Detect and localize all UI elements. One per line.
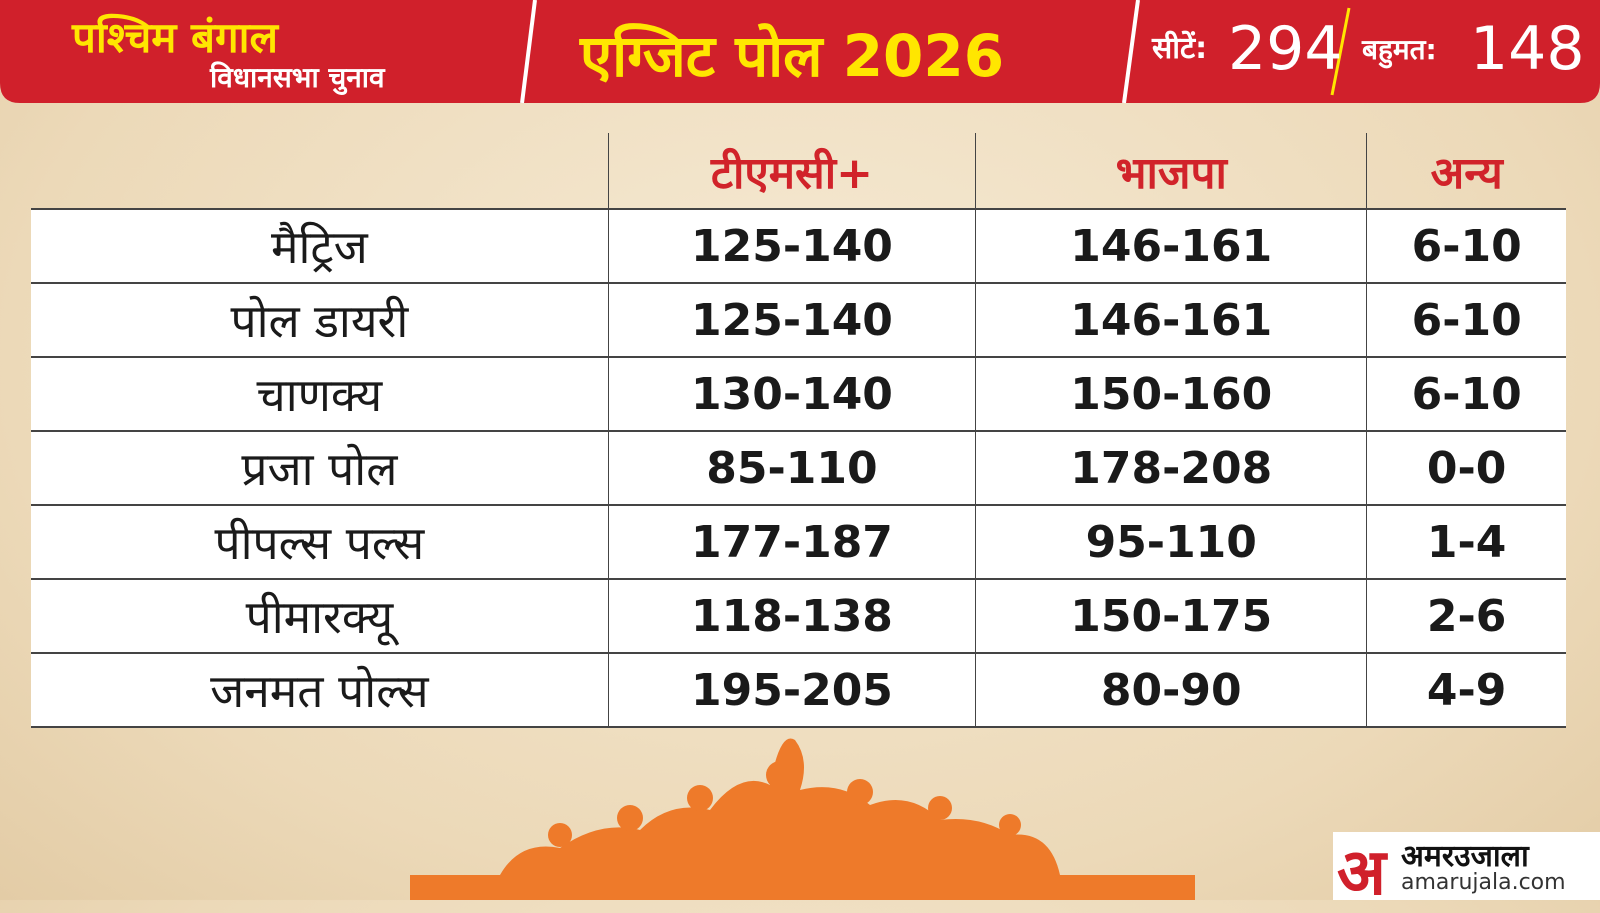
seat-range: 150-175	[975, 579, 1367, 654]
seat-range: 146-161	[975, 208, 1367, 284]
seat-range: 85-110	[607, 431, 976, 506]
brand-box: अ अमरउजाला amarujala.com	[1333, 832, 1600, 910]
title: एग्जिट पोल 2026	[580, 22, 1005, 90]
seat-range: 130-140	[607, 357, 976, 432]
seat-range: 118-138	[607, 579, 976, 654]
column-header: भाजपा	[975, 133, 1367, 209]
seat-range: 0-0	[1366, 431, 1566, 506]
brand-site: amarujala.com	[1401, 870, 1566, 895]
seat-range: 2-6	[1366, 579, 1566, 654]
seat-range: 1-4	[1366, 505, 1566, 580]
table-row: पीपल्स पल्स 177-187 95-110 1-4	[31, 505, 1566, 580]
seat-range: 95-110	[975, 505, 1367, 580]
majority-label: बहुमत:	[1362, 33, 1437, 66]
seat-range: 146-161	[975, 283, 1367, 358]
pollster-name: मैट्रिज	[31, 208, 609, 284]
table-row: चाणक्य 130-140 150-160 6-10	[31, 357, 1566, 432]
header-band	[0, 0, 1600, 103]
subtitle: विधानसभा चुनाव	[210, 61, 385, 94]
table-row: पीमारक्यू 118-138 150-175 2-6	[31, 579, 1566, 654]
seat-range: 6-10	[1366, 208, 1566, 284]
seat-range: 195-205	[607, 653, 976, 728]
seats-label: सीटें:	[1152, 31, 1208, 66]
table-row: जनमत पोल्स 195-205 80-90 4-9	[31, 653, 1566, 728]
brand-logo: अ	[1337, 836, 1386, 910]
pollster-name: पीपल्स पल्स	[31, 505, 609, 580]
pollster-name: पोल डायरी	[31, 283, 609, 358]
table-row: मैट्रिज 125-140 146-161 6-10	[31, 208, 1566, 284]
crowd-illustration	[410, 738, 1195, 900]
pollster-name: पीमारक्यू	[31, 579, 609, 654]
seats-value: 294	[1228, 14, 1343, 84]
seat-range: 125-140	[607, 208, 976, 284]
state-name: पश्चिम बंगाल	[72, 13, 278, 62]
seat-range: 125-140	[607, 283, 976, 358]
pollster-name: चाणक्य	[31, 357, 609, 432]
seat-range: 177-187	[607, 505, 976, 580]
seat-range: 178-208	[975, 431, 1367, 506]
corner-cell	[31, 133, 608, 209]
header-row: टीएमसी+ भाजपा अन्य	[31, 133, 1566, 209]
brand-name: अमरउजाला	[1401, 839, 1529, 874]
column-header: टीएमसी+	[607, 133, 976, 209]
seat-range: 80-90	[975, 653, 1367, 728]
seat-range: 150-160	[975, 357, 1367, 432]
seat-range: 6-10	[1366, 283, 1566, 358]
pollster-name: जनमत पोल्स	[31, 653, 609, 728]
exit-poll-table: टीएमसी+ भाजपा अन्य मैट्रिज 125-140 146-161 6-…	[31, 133, 1566, 728]
seat-range: 6-10	[1366, 357, 1566, 432]
table-row: पोल डायरी 125-140 146-161 6-10	[31, 283, 1566, 358]
column-header: अन्य	[1366, 133, 1566, 209]
majority-value: 148	[1470, 14, 1585, 84]
pollster-name: प्रजा पोल	[31, 431, 609, 506]
seat-range: 4-9	[1366, 653, 1566, 728]
table-row: प्रजा पोल 85-110 178-208 0-0	[31, 431, 1566, 506]
